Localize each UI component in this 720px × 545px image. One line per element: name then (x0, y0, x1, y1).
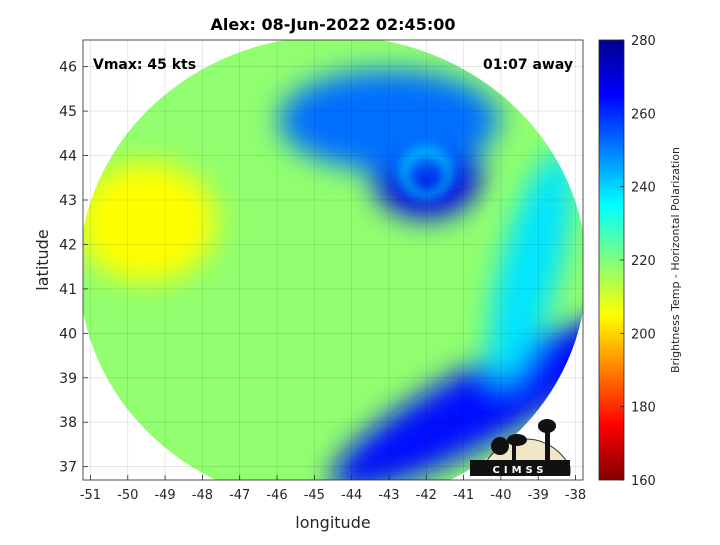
x-tick-label: -41 (453, 488, 474, 503)
y-tick-label: 46 (59, 60, 77, 76)
colorbar-tick-label: 280 (631, 34, 656, 49)
colorbar (598, 39, 625, 481)
feature-north-cloud-band (278, 70, 499, 170)
y-axis-label: latitude (33, 229, 52, 290)
y-tick-label: 40 (59, 326, 77, 342)
colorbar-tick-label: 180 (631, 401, 656, 416)
feature-southeast-band (331, 317, 583, 480)
time-away-label: 01:07 away (483, 57, 573, 73)
colorbar-label: Brightness Temp - Horizontal Polarizatio… (669, 147, 682, 373)
swath-features (83, 70, 583, 480)
x-tick-label: -42 (416, 488, 437, 503)
cimss-logo: CIMSS (470, 419, 571, 476)
storm-eye-ring (401, 148, 452, 199)
x-tick-label: -40 (490, 488, 511, 503)
x-tick-label: -50 (117, 488, 138, 503)
plot-frame (82, 39, 584, 481)
y-tick-label: 41 (59, 282, 77, 298)
grid-lines (83, 40, 583, 480)
y-tick-label: 43 (59, 193, 77, 209)
y-tick-label: 38 (59, 415, 77, 431)
x-tick-label: -51 (80, 488, 101, 503)
y-tick-label: 44 (59, 149, 77, 165)
y-tick-label: 42 (59, 237, 77, 253)
y-tick-label: 39 (59, 371, 77, 387)
y-tick-label: 45 (59, 104, 77, 120)
y-tick-label: 37 (59, 460, 77, 476)
colorbar-tick-label: 200 (631, 327, 656, 342)
colorbar-tick-label: 220 (631, 254, 656, 269)
x-tick-label: -48 (192, 488, 213, 503)
logo-text: CIMSS (493, 465, 548, 476)
chart-title: Alex: 08-Jun-2022 02:45:00 (211, 15, 456, 34)
x-tick-label: -49 (154, 488, 175, 503)
x-tick-label: -43 (378, 488, 399, 503)
vmax-label: Vmax: 45 kts (93, 57, 196, 73)
colorbar-tick-label: 160 (631, 474, 656, 489)
colorbar-tick-label: 260 (631, 107, 656, 122)
colorbar-tick-label: 240 (631, 181, 656, 196)
axis-ticks: -51 -50 -49 -48 -47 -46 -45 -44 -43 -42 -41 -40 -39 -… (59, 60, 586, 503)
swath-inner (83, 40, 583, 480)
feature-eastern-band (488, 150, 574, 383)
x-tick-label: -39 (528, 488, 549, 503)
x-tick-label: -38 (565, 488, 586, 503)
feature-western-warm-area (83, 162, 217, 283)
x-tick-label: -44 (341, 488, 362, 503)
x-tick-label: -47 (229, 488, 250, 503)
x-axis-label: longitude (295, 513, 370, 532)
swath-layer (83, 40, 583, 480)
colorbar-ticks: 160 180 200 220 240 260 280 (620, 34, 656, 489)
x-tick-label: -46 (266, 488, 287, 503)
x-tick-label: -45 (304, 488, 325, 503)
